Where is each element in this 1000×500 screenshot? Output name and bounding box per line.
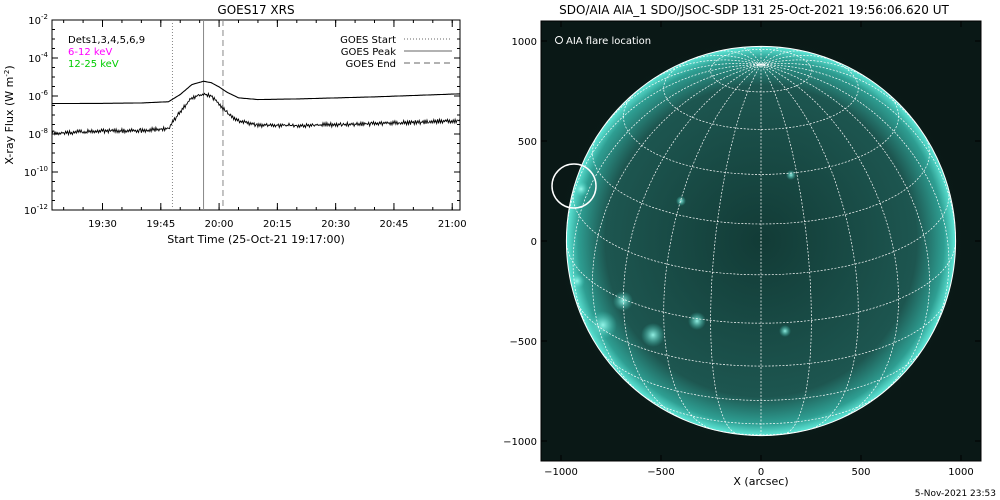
legend-event-item: GOES Peak [341, 47, 396, 58]
aia-x-label: X (arcsec) [733, 475, 788, 488]
active-region-glow [676, 196, 686, 206]
series-line-high_energy [52, 91, 460, 137]
grid-line [663, 64, 762, 430]
y-tick-label: 10-12 [24, 203, 48, 217]
grid-line [760, 64, 812, 435]
aia-x-tick-label: 1000 [948, 467, 973, 478]
grid-line [572, 64, 762, 341]
aia-y-tick-label: −1000 [503, 437, 537, 448]
x-tick-label: 20:00 [205, 219, 234, 230]
grid-line [597, 63, 762, 135]
grid-line [760, 47, 782, 65]
active-region-glow [688, 312, 706, 330]
grid-line [710, 64, 762, 435]
x-tick-label: 20:30 [321, 219, 350, 230]
grid-line [760, 59, 874, 83]
grid-line [760, 64, 899, 419]
grid-line [648, 59, 762, 83]
grid-line [760, 64, 859, 430]
lightcurve-x-label: Start Time (25-Oct-21 19:17:00) [167, 233, 345, 246]
aia-image [541, 21, 981, 461]
active-region-glow [573, 181, 589, 197]
goes-lightcurve-chart: GOES17 XRS 10-2 10-4 10-6 10-8 10-10 10-12 19… [3, 3, 467, 246]
active-region-glow [613, 291, 633, 311]
legend-detector-item: 6-12 keV [68, 47, 112, 58]
grid-line [623, 89, 899, 175]
active-region-glow [569, 273, 585, 289]
grid-line [760, 64, 956, 242]
grid-line [760, 63, 925, 135]
grid-line [572, 186, 950, 276]
lightcurve-plot-frame [51, 19, 461, 211]
x-tick-label: 21:00 [438, 219, 467, 230]
active-region-glow [786, 170, 796, 180]
legend-detector-item: Dets1,3,4,5,6,9 [68, 35, 145, 46]
y-label-text: X-ray Flux (W m [3, 77, 16, 165]
y-label-end: ) [3, 65, 16, 69]
active-regions [569, 170, 796, 347]
y-tick-label: 10-4 [28, 51, 48, 65]
aia-title: SDO/AIA AIA_1 SDO/JSOC-SDP 131 25-Oct-20… [559, 3, 949, 17]
lightcurve-title: GOES17 XRS [217, 3, 294, 17]
y-tick-label: 10-6 [28, 89, 48, 103]
aia-x-tick-label: 0 [758, 467, 764, 478]
y-tick-label: 10-8 [28, 127, 48, 141]
series-line-low_energy [52, 80, 460, 105]
footer-timestamp: 5-Nov-2021 23:53 [915, 489, 996, 499]
aia-x-tick-label: 500 [851, 467, 870, 478]
grid-line [760, 64, 950, 341]
y-tick-label: 10-2 [28, 13, 48, 27]
x-tick-label: 19:30 [88, 219, 117, 230]
grid-line [760, 64, 930, 396]
legend-detector-item: 12-25 keV [68, 59, 119, 70]
aia-y-tick-label: 1000 [512, 37, 537, 48]
legend-event-item: GOES Start [340, 35, 396, 46]
grid-line [592, 64, 762, 396]
grid-line [623, 64, 762, 419]
grid-line [740, 47, 762, 65]
grid-line [663, 55, 859, 130]
y-tick-label: 10-10 [24, 165, 48, 179]
lightcurve-x-axis: 19:30 19:45 20:00 20:15 20:30 20:45 21:00 [63, 20, 467, 230]
x-tick-label: 20:15 [263, 219, 292, 230]
flare-location-circle [551, 163, 597, 209]
aia-legend-label: AIA flare location [566, 36, 651, 47]
aia-x-tick-label: −1000 [544, 467, 578, 478]
aia-y-tick-label: 500 [518, 137, 537, 148]
grid-line [592, 134, 930, 225]
aia-y-tick-label: −500 [510, 337, 537, 348]
grid-line [685, 54, 762, 65]
aia-x-tick-label: −500 [647, 467, 674, 478]
aia-x-axis: −1000 −500 0 500 1000 [544, 21, 974, 478]
grid-line [716, 50, 762, 65]
grid-line [566, 64, 762, 242]
goes-event-lines [171, 20, 224, 210]
grid-line [760, 54, 837, 65]
grid-line [760, 50, 806, 65]
aia-image-panel: SDO/AIA AIA_1 SDO/JSOC-SDP 131 25-Oct-20… [503, 3, 982, 488]
active-region-glow [589, 311, 617, 339]
aia-legend: AIA flare location [555, 36, 651, 47]
aia-y-axis: −1000 −500 0 500 1000 [503, 37, 981, 448]
heliographic-grid [566, 46, 956, 436]
legend-event-item: GOES End [346, 59, 396, 70]
y-label-superscript: -2 [3, 70, 11, 77]
active-region-glow [641, 323, 665, 347]
aia-legend-marker [555, 36, 563, 44]
lightcurve-series [52, 80, 460, 137]
x-tick-label: 19:45 [146, 219, 175, 230]
solar-limb [565, 45, 957, 437]
x-tick-label: 20:45 [380, 219, 409, 230]
active-region-glow [779, 325, 791, 337]
lightcurve-y-axis: 10-2 10-4 10-6 10-8 10-10 10-12 [24, 13, 460, 217]
aia-y-tick-label: 0 [531, 237, 537, 248]
lightcurve-y-label: X-ray Flux (W m-2) [3, 65, 16, 164]
